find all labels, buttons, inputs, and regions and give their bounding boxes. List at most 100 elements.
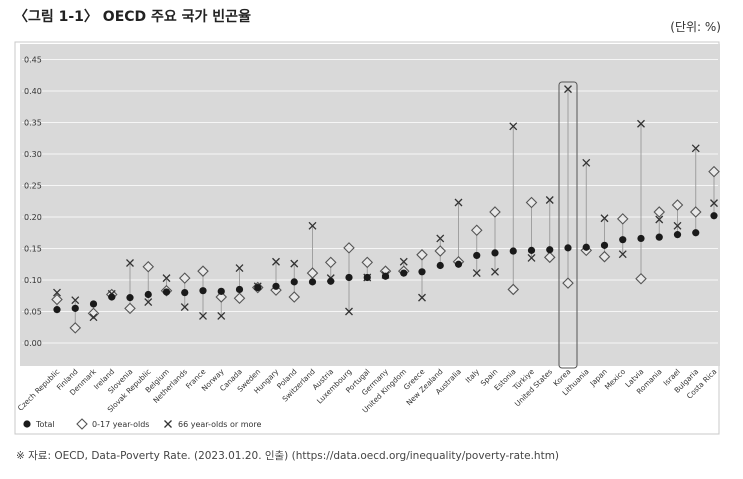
marker-66-plus (217, 311, 226, 320)
marker-0-17 (343, 242, 355, 254)
marker-0-17 (142, 260, 155, 273)
marker-total (217, 287, 225, 295)
marker-0-17 (635, 272, 647, 285)
marker-66-plus (527, 253, 536, 262)
marker-66-plus (71, 296, 80, 305)
marker-total (637, 234, 645, 243)
marker-66-plus (53, 288, 61, 297)
marker-66-plus (272, 257, 280, 266)
marker-0-17 (306, 267, 319, 279)
marker-66-plus (126, 259, 134, 267)
marker-total (272, 282, 280, 290)
marker-total (454, 260, 463, 268)
data-markers (51, 85, 720, 334)
marker-66-plus (144, 298, 153, 307)
marker-total (290, 278, 298, 286)
marker-66-plus (436, 234, 445, 243)
marker-66-plus (472, 269, 481, 278)
legend-total-label: Total (35, 420, 55, 429)
marker-0-17 (288, 291, 301, 303)
marker-0-17 (69, 322, 82, 334)
marker-total (381, 272, 390, 280)
legend-0-17-marker (76, 418, 88, 430)
y-tick-label: 0.30 (24, 150, 42, 159)
marker-total (527, 246, 536, 254)
marker-0-17 (324, 256, 337, 269)
marker-total (308, 278, 317, 286)
y-tick-label: 0.05 (24, 308, 42, 317)
marker-66-plus (673, 221, 682, 230)
marker-66-plus (418, 293, 426, 302)
marker-total (436, 261, 444, 270)
plot-area (20, 44, 720, 366)
marker-66-plus (235, 264, 244, 272)
marker-0-17 (525, 196, 538, 209)
marker-66-plus (509, 122, 518, 131)
marker-0-17 (489, 206, 501, 218)
marker-66-plus (691, 144, 700, 153)
y-axis-ticks: 0.00 0.05 0.10 0.15 0.20 0.25 0.30 0.35 0.40 0.45 (24, 56, 42, 349)
marker-0-17 (434, 245, 447, 257)
marker-66-plus (600, 214, 609, 223)
marker-total (71, 304, 79, 312)
marker-total (144, 290, 152, 299)
marker-66-plus (655, 215, 664, 224)
y-tick-label: 0.25 (24, 182, 42, 191)
chart-title: 〈그림 1-1〉 OECD 주요 국가 빈곤율 (14, 9, 251, 25)
marker-0-17 (653, 206, 666, 218)
marker-66-plus (180, 303, 189, 312)
marker-total (108, 293, 116, 301)
marker-0-17 (233, 292, 246, 305)
marker-66-plus (308, 221, 317, 230)
marker-total (673, 231, 682, 239)
marker-total (363, 273, 371, 282)
highlight-box (558, 81, 578, 369)
marker-66-plus (618, 250, 627, 259)
marker-total (181, 289, 189, 297)
marker-total (400, 269, 408, 277)
marker-0-17 (215, 291, 228, 303)
marker-66-plus (162, 274, 171, 283)
marker-total (418, 268, 426, 276)
marker-0-17 (124, 302, 136, 315)
legend: Total 0-17 year-olds 66 year-olds or more (23, 418, 262, 430)
marker-0-17 (616, 213, 629, 225)
marker-total (619, 236, 627, 244)
marker-0-17 (543, 251, 556, 264)
marker-66-plus (637, 119, 645, 128)
legend-66-plus-marker (164, 420, 172, 428)
legend-66-plus-label: 66 year-olds or more (178, 420, 262, 429)
marker-0-17 (51, 293, 63, 306)
marker-total (89, 300, 98, 308)
legend-0-17-label: 0-17 year-olds (92, 420, 149, 429)
unit-label: (단위: %) (670, 20, 721, 34)
y-tick-label: 0.40 (24, 87, 42, 96)
marker-66-plus (399, 257, 408, 266)
marker-66-plus (710, 199, 718, 208)
y-tick-label: 0.15 (24, 245, 42, 254)
marker-total (345, 273, 353, 282)
marker-66-plus (89, 313, 98, 322)
marker-66-plus (582, 158, 591, 167)
marker-total (53, 306, 61, 314)
legend-total-marker (23, 420, 31, 428)
marker-66-plus (564, 85, 572, 94)
marker-0-17 (470, 224, 483, 237)
marker-total (235, 285, 244, 294)
marker-total (582, 243, 590, 251)
y-tick-label: 0.35 (24, 119, 42, 128)
marker-0-17 (671, 199, 684, 211)
marker-0-17 (178, 272, 191, 284)
marker-0-17 (708, 165, 720, 178)
marker-total (162, 288, 171, 296)
marker-0-17 (197, 265, 209, 277)
marker-0-17 (87, 307, 100, 320)
source-note: ※ 자료: OECD, Data-Poverty Rate. (2023.01.… (16, 450, 560, 462)
marker-total (327, 277, 335, 285)
y-tick-label: 0.45 (24, 56, 42, 65)
marker-total (710, 212, 718, 220)
marker-0-17 (598, 250, 611, 263)
marker-total (509, 247, 517, 255)
marker-66-plus (545, 196, 554, 204)
y-tick-label: 0.00 (24, 339, 42, 348)
